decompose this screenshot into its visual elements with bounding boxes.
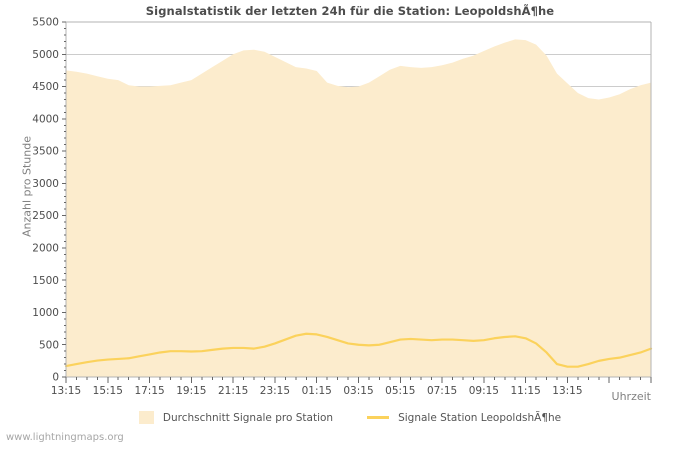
svg-text:3000: 3000 [32,178,59,190]
series-area-durchschnitt [66,39,651,377]
svg-text:4500: 4500 [32,81,59,93]
svg-text:1500: 1500 [32,275,59,287]
x-axis-label: Uhrzeit [611,390,651,403]
svg-text:13:15: 13:15 [552,385,582,397]
svg-text:07:15: 07:15 [427,385,457,397]
svg-text:1000: 1000 [32,307,59,319]
svg-text:2500: 2500 [32,210,59,222]
y-axis-label: Anzahl pro Stunde [20,136,34,238]
y-axis-ticks: 0 500 1000 1500 2000 2500 3000 3500 4000 4500 5000… [32,17,66,384]
legend-line-swatch-icon [367,416,390,419]
legend-label-durchschnitt: Durchschnitt Signale pro Station [162,411,334,424]
plot-frame [65,21,652,378]
chart-legend: Durchschnitt Signale pro Station Signale… [0,411,700,424]
svg-text:17:15: 17:15 [134,385,164,397]
svg-text:05:15: 05:15 [385,385,415,397]
svg-text:13:15: 13:15 [51,385,81,397]
svg-text:19:15: 19:15 [176,385,206,397]
svg-text:0: 0 [52,372,59,384]
legend-area-swatch-icon [138,411,154,424]
svg-text:11:15: 11:15 [511,385,541,397]
svg-text:15:15: 15:15 [93,385,123,397]
legend-item-station[interactable]: Signale Station LeopoldshÃ¶he [367,412,561,424]
legend-label-station: Signale Station LeopoldshÃ¶he [398,411,562,424]
x-axis-ticks: 13:15 15:15 17:15 19:15 21:15 23:15 01:15 03:15… [51,377,652,397]
series-line-station [64,332,653,368]
legend-item-durchschnitt[interactable]: Durchschnitt Signale pro Station [138,411,334,424]
svg-text:5000: 5000 [32,49,59,61]
svg-text:09:15: 09:15 [469,385,499,397]
chart-title: Signalstatistik der letzten 24h für die … [145,4,555,18]
svg-text:2000: 2000 [32,243,59,255]
svg-text:5500: 5500 [32,17,59,29]
svg-text:23:15: 23:15 [260,385,290,397]
svg-text:500: 500 [39,339,59,351]
svg-text:3500: 3500 [32,146,59,158]
svg-text:4000: 4000 [32,113,59,125]
watermark-text: www.lightningmaps.org [6,432,124,443]
svg-text:21:15: 21:15 [218,385,248,397]
svg-text:03:15: 03:15 [343,385,373,397]
plot-area: 0 500 1000 1500 2000 2500 3000 3500 4000 4500 5000… [32,17,653,397]
svg-text:01:15: 01:15 [302,385,332,397]
